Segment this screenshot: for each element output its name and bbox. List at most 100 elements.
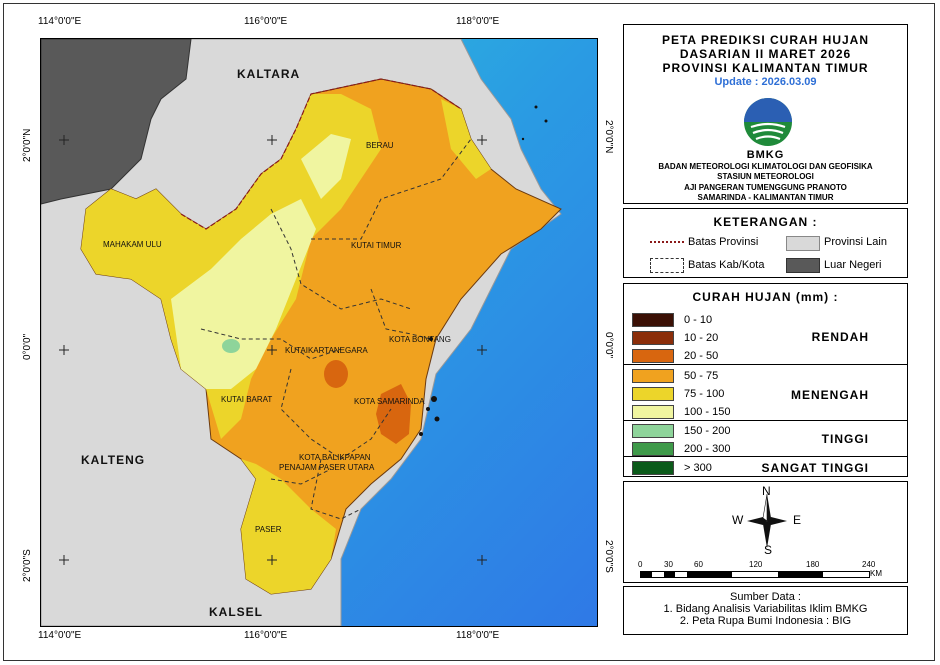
neighbor-label-kalsel: KALSEL [209, 605, 263, 619]
other-province-swatch [786, 236, 820, 251]
compass-scale-panel: N S W E 0 30 60 120 180 240 KM [623, 481, 908, 583]
legend-row: 75 - 100 [632, 385, 724, 402]
scale-tick-240: 240 [862, 560, 876, 569]
legend-swatch [632, 441, 674, 456]
logo-text: BMKG [746, 149, 785, 161]
coord-right-3: 2°0'0"S [603, 540, 614, 573]
legend-range-label: 0 - 10 [684, 313, 713, 326]
regency-label-penajam-paser-utara: PENAJAM PASER UTARA [279, 463, 375, 472]
regency-label-mahakam-ulu: MAHAKAM ULU [103, 240, 162, 249]
legend-separator-2 [624, 420, 907, 421]
coord-top-3: 118°0'0"E [456, 16, 500, 27]
legend-range-label: > 300 [684, 461, 712, 474]
title-line-1: PETA PREDIKSI CURAH HUJAN [661, 33, 869, 47]
category-menengah: MENENGAH [790, 388, 869, 402]
coastal-islands [419, 105, 548, 436]
title-line-3: PROVINSI KALIMANTAN TIMUR [662, 61, 869, 75]
luar-negeri-label: Luar Negeri [824, 259, 882, 271]
zone-100-150-north [301, 134, 351, 199]
org-line-1: BADAN METEOROLOGI KLIMATOLOGI DAN GEOFIS… [658, 162, 873, 171]
legend-row: 20 - 50 [632, 347, 718, 364]
compass-e: E [793, 513, 802, 527]
title-panel: PETA PREDIKSI CURAH HUJAN DASARIAN II MA… [623, 24, 908, 204]
scale-tick-60: 60 [694, 560, 703, 569]
category-sangat-tinggi: SANGAT TINGGI [761, 461, 869, 475]
sumber-panel: Sumber Data : 1. Bidang Analisis Variabi… [623, 586, 908, 635]
sumber-item-2: 2. Peta Rupa Bumi Indonesia : BIG [679, 615, 852, 627]
coord-left-3: 2°0'0"S [22, 549, 33, 582]
coord-top-2: 116°0'0"E [244, 16, 288, 27]
category-tinggi: TINGGI [821, 432, 869, 446]
scale-tick-0: 0 [638, 560, 643, 569]
foreign-country-area [41, 39, 192, 205]
compass-s: S [764, 543, 773, 557]
scale-tick-180: 180 [806, 560, 820, 569]
legend-swatch [632, 330, 674, 345]
map-canvas [41, 39, 597, 626]
batas-kab-label: Batas Kab/Kota [688, 259, 765, 271]
sumber-heading: Sumber Data : [730, 591, 801, 603]
neighbor-label-kalteng: KALTENG [81, 453, 146, 467]
foreign-country-swatch [786, 258, 820, 273]
legend-swatch [632, 423, 674, 438]
legend-range-label: 150 - 200 [684, 424, 731, 437]
keterangan-heading: KETERANGAN : [713, 215, 818, 229]
org-line-3: AJI PANGERAN TUMENGGUNG PRANOTO [684, 183, 847, 192]
regency-label-kutai-timur: KUTAI TIMUR [351, 241, 402, 250]
legend-row: 200 - 300 [632, 440, 730, 457]
curah-hujan-heading: CURAH HUJAN (mm) : [692, 290, 839, 304]
regency-boundaries [200, 138, 472, 520]
title-line-2: DASARIAN II MARET 2026 [679, 47, 852, 61]
regency-label-kutai-barat: KUTAI BARAT [221, 395, 273, 404]
legend-range-label: 75 - 100 [684, 387, 725, 400]
scale-bar-segments [640, 571, 870, 578]
zone-100-150-west [171, 199, 316, 389]
coord-left-1: 2°0'0"N [22, 128, 33, 162]
legend-row: 10 - 20 [632, 329, 718, 346]
coord-top-1: 114°0'0"E [38, 16, 82, 27]
legend-row: 150 - 200 [632, 422, 730, 439]
legend-row: 100 - 150 [632, 403, 730, 420]
zone-150-200-spot [222, 339, 240, 353]
zone-20-50-spot-2 [376, 384, 411, 444]
coord-bottom-1: 114°0'0"E [38, 630, 82, 641]
coord-bottom-2: 116°0'0"E [244, 630, 288, 641]
legend-row: > 300 [632, 459, 712, 476]
keterangan-panel: KETERANGAN : Batas Provinsi Batas Kab/Ko… [623, 208, 908, 278]
legend-swatch [632, 348, 674, 363]
regency-label-kutaikartanegara: KUTAIKARTANEGARA [285, 346, 368, 355]
legend-swatch [632, 386, 674, 401]
bmkg-logo-icon [743, 97, 793, 147]
scale-tick-120: 120 [749, 560, 763, 569]
org-line-2: STASIUN METEOROLOGI [717, 172, 814, 181]
sumber-item-1: 1. Bidang Analisis Variabilitas Iklim BM… [663, 603, 868, 615]
legend-separator-3 [624, 456, 907, 457]
legend-swatch [632, 460, 674, 475]
legend-separator-1 [624, 364, 907, 365]
legend-range-label: 200 - 300 [684, 442, 731, 455]
scale-unit: KM [870, 569, 882, 578]
zone-75-100-north [441, 99, 491, 179]
category-rendah: RENDAH [811, 330, 869, 344]
map-frame [3, 3, 935, 661]
legend-row: 0 - 10 [632, 311, 712, 328]
coord-left-2: 0°0'0" [22, 333, 33, 360]
legend-row: 50 - 75 [632, 367, 718, 384]
compass-w: W [732, 513, 744, 527]
update-date: Update : 2026.03.09 [714, 76, 817, 88]
neighbor-label-kaltara: KALTARA [237, 67, 301, 81]
compass-rose-icon [741, 484, 793, 558]
compass-n: N [762, 484, 771, 498]
curah-hujan-panel: CURAH HUJAN (mm) : 0 - 10 10 - 20 20 - 50 5… [623, 283, 908, 477]
org-line-4: SAMARINDA - KALIMANTAN TIMUR [697, 193, 834, 202]
scale-bar: 0 30 60 120 180 240 KM [638, 560, 886, 578]
regency-label-berau: BERAU [366, 141, 394, 150]
provinsi-lain-label: Provinsi Lain [824, 236, 887, 248]
zone-75-100-south [241, 459, 336, 594]
regency-label-kota-bontang: KOTA BONTANG [389, 335, 451, 344]
regency-label-kota-samarinda: KOTA SAMARINDA [354, 397, 425, 406]
coord-right-2: 0°0'0" [603, 332, 614, 359]
regency-label-paser: PASER [255, 525, 282, 534]
legend-range-label: 10 - 20 [684, 331, 719, 344]
regency-label-kota-balikpapan: KOTA BALIKPAPAN [299, 453, 371, 462]
